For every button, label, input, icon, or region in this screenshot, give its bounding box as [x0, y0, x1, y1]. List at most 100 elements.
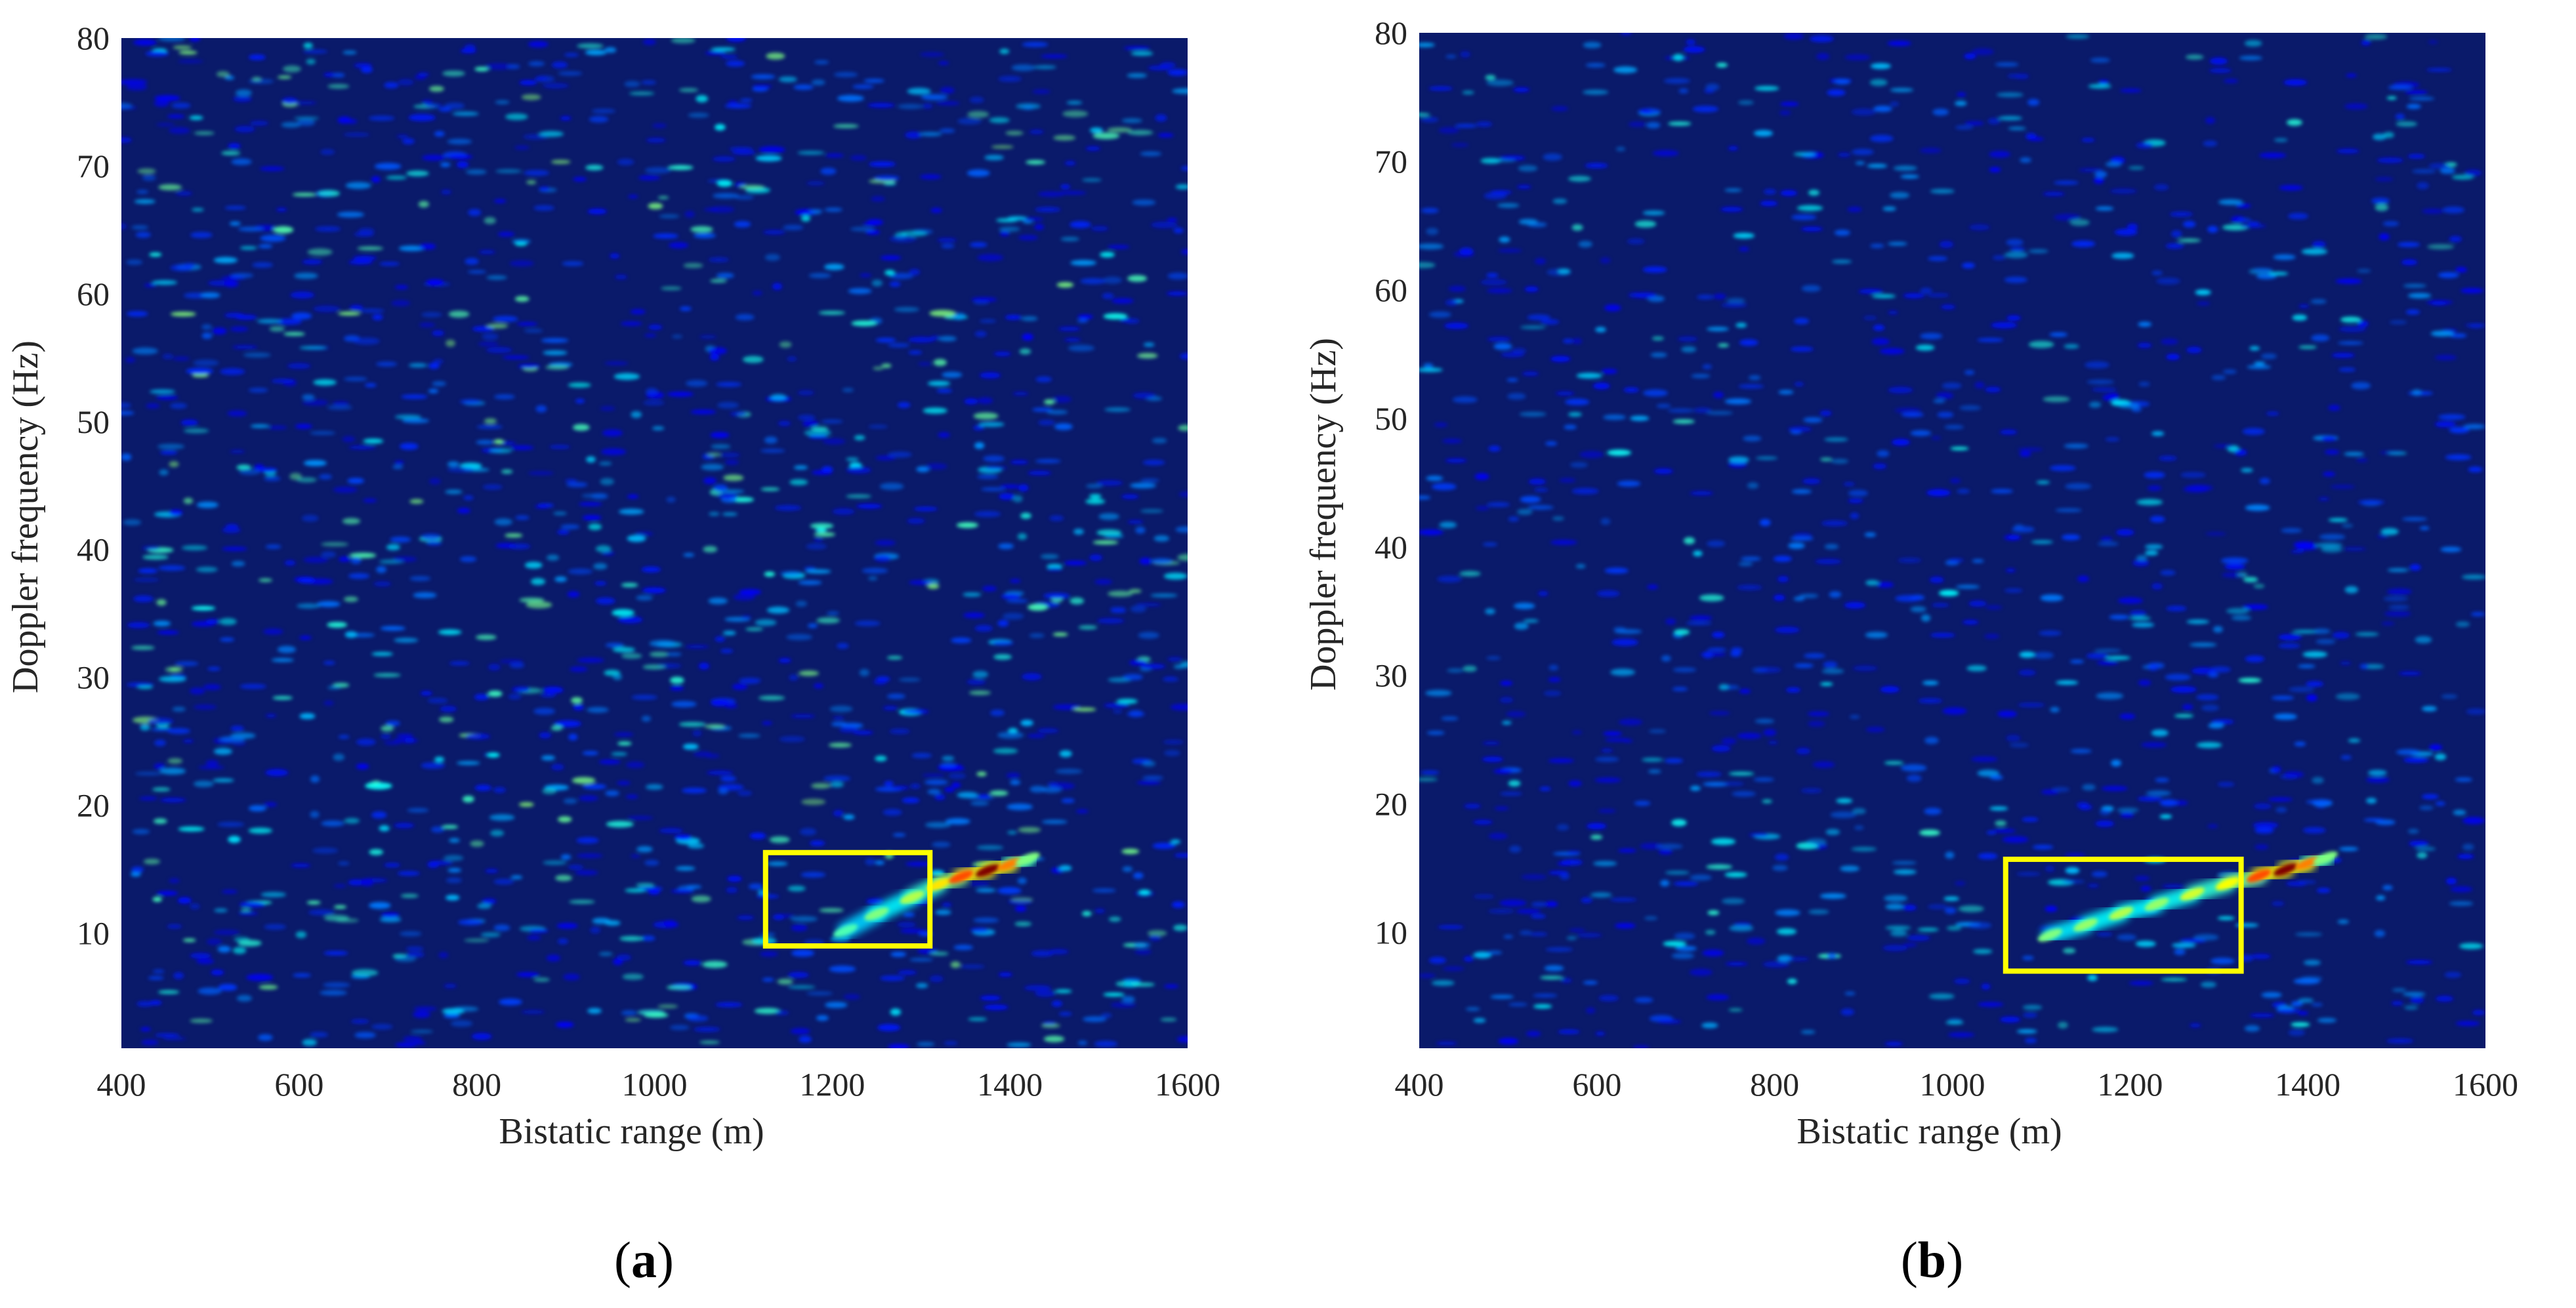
noise-speckle — [1075, 809, 1089, 813]
noise-speckle — [371, 811, 387, 819]
noise-speckle — [814, 537, 823, 542]
noise-speckle — [2344, 103, 2368, 110]
noise-speckle — [1486, 502, 1510, 507]
noise-speckle — [133, 39, 157, 46]
noise-speckle — [2391, 1001, 2403, 1006]
noise-speckle — [1971, 48, 1995, 56]
noise-speckle — [2156, 277, 2180, 285]
noise-speckle — [213, 778, 234, 783]
noise-speckle — [619, 935, 644, 941]
noise-speckle — [915, 983, 928, 989]
noise-speckle — [2279, 185, 2304, 191]
noise-speckle — [495, 543, 516, 548]
noise-speckle — [1718, 684, 1729, 691]
noise-speckle — [1052, 396, 1071, 403]
noise-speckle — [1107, 127, 1132, 133]
noise-speckle — [1848, 499, 1863, 503]
noise-speckle — [402, 138, 415, 144]
noise-speckle — [715, 124, 726, 131]
noise-speckle — [1523, 619, 1539, 623]
noise-speckle — [1877, 450, 1890, 457]
noise-speckle — [624, 81, 640, 87]
noise-speckle — [133, 578, 159, 582]
noise-speckle — [1037, 191, 1065, 197]
noise-speckle — [641, 566, 661, 573]
noise-speckle — [484, 418, 497, 424]
noise-speckle — [886, 693, 905, 699]
noise-speckle — [866, 898, 884, 905]
noise-speckle — [1499, 899, 1527, 907]
noise-speckle — [2099, 808, 2111, 816]
noise-speckle — [495, 100, 510, 104]
noise-speckle — [1518, 218, 1538, 225]
noise-speckle — [2407, 828, 2419, 834]
noise-speckle — [337, 116, 351, 124]
noise-speckle — [1530, 914, 1547, 918]
noise-speckle — [1885, 903, 1905, 910]
noise-speckle — [1959, 405, 1982, 411]
noise-speckle — [2086, 653, 2109, 659]
noise-speckle — [628, 195, 638, 199]
noise-speckle — [1716, 62, 1728, 68]
noise-speckle — [2450, 886, 2473, 892]
noise-speckle — [1800, 227, 1823, 232]
noise-speckle — [1527, 505, 1554, 510]
noise-speckle — [938, 61, 949, 65]
noise-speckle — [2422, 794, 2439, 800]
noise-speckle — [2094, 649, 2121, 653]
noise-speckle — [170, 264, 193, 272]
noise-speckle — [1992, 255, 2006, 260]
noise-speckle — [272, 696, 293, 700]
noise-speckle — [434, 131, 445, 137]
noise-speckle — [1681, 346, 1697, 353]
noise-speckle — [1528, 478, 1546, 485]
track-point — [864, 907, 889, 921]
noise-speckle — [1678, 88, 1689, 94]
noise-speckle — [2131, 623, 2155, 628]
noise-speckle — [945, 818, 970, 825]
noise-speckle — [1121, 996, 1135, 1003]
noise-speckle — [227, 410, 247, 417]
y-tick-label: 70 — [1375, 143, 1407, 180]
noise-speckle — [648, 324, 663, 330]
noise-speckle — [1160, 1017, 1177, 1022]
noise-speckle — [1181, 249, 1188, 255]
noise-speckle — [189, 115, 203, 120]
noise-speckle — [809, 209, 821, 215]
noise-speckle — [1790, 346, 1814, 352]
noise-speckle — [890, 1008, 902, 1016]
noise-speckle — [1073, 528, 1084, 535]
noise-speckle — [2386, 96, 2397, 100]
noise-speckle — [1869, 79, 1888, 87]
noise-speckle — [2094, 176, 2104, 184]
noise-speckle — [2193, 934, 2219, 941]
noise-speckle — [713, 484, 728, 492]
noise-speckle — [1999, 430, 2018, 435]
noise-speckle — [1794, 317, 1810, 325]
noise-speckle — [1022, 42, 1049, 47]
noise-speckle — [1175, 184, 1188, 190]
noise-speckle — [372, 314, 383, 321]
noise-speckle — [587, 209, 607, 215]
noise-speckle — [1092, 133, 1120, 140]
noise-speckle — [239, 684, 267, 689]
noise-speckle — [1068, 344, 1095, 352]
noise-speckle — [169, 878, 180, 884]
noise-speckle — [445, 489, 463, 495]
noise-speckle — [196, 501, 218, 508]
noise-speckle — [2438, 414, 2466, 420]
noise-speckle — [789, 674, 799, 681]
noise-speckle — [2153, 184, 2169, 191]
noise-speckle — [217, 945, 231, 953]
noise-speckle — [1083, 1016, 1107, 1022]
noise-speckle — [922, 773, 945, 777]
noise-speckle — [356, 738, 376, 746]
noise-speckle — [1047, 563, 1063, 569]
noise-speckle — [2364, 34, 2388, 39]
noise-speckle — [486, 323, 509, 329]
noise-speckle — [629, 91, 655, 96]
noise-speckle — [357, 246, 384, 251]
noise-speckle — [1611, 638, 1638, 646]
noise-speckle — [598, 760, 621, 764]
noise-speckle — [2109, 188, 2137, 194]
